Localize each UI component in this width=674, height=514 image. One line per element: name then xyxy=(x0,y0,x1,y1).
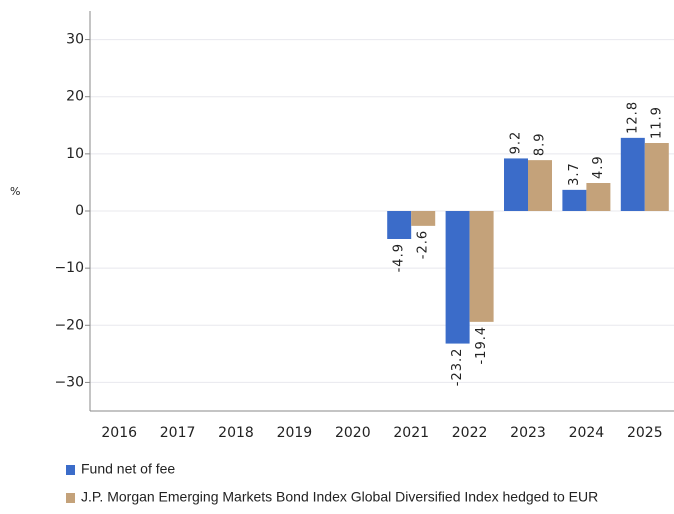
x-tick-label: 2016 xyxy=(101,425,137,441)
value-label: 4.9 xyxy=(591,155,606,179)
bar xyxy=(411,211,436,226)
y-axis-label: % xyxy=(10,185,20,198)
y-tick-label: −10 xyxy=(54,260,84,276)
legend-label: Fund net of fee xyxy=(81,461,175,477)
bar xyxy=(586,183,611,211)
legend-swatch xyxy=(66,465,75,475)
bar xyxy=(528,160,552,211)
bar xyxy=(469,211,494,322)
x-tick-label: 2022 xyxy=(452,425,488,441)
bar xyxy=(445,211,470,344)
legend-label: J.P. Morgan Emerging Markets Bond Index … xyxy=(81,489,598,505)
value-label: -23.2 xyxy=(450,348,465,387)
x-tick-label: 2024 xyxy=(569,425,605,441)
bar xyxy=(620,137,645,211)
bar xyxy=(387,211,412,239)
value-label: -4.9 xyxy=(392,243,407,272)
bar xyxy=(504,158,528,211)
value-label: 12.8 xyxy=(625,101,640,134)
x-tick-label: 2025 xyxy=(627,425,663,441)
x-tick-label: 2019 xyxy=(277,425,313,441)
value-label: 3.7 xyxy=(567,162,582,186)
y-tick-label: 20 xyxy=(66,89,84,105)
y-tick-label: 30 xyxy=(66,32,84,48)
y-tick-label: −30 xyxy=(54,374,84,390)
bar xyxy=(644,143,669,211)
x-tick-label: 2021 xyxy=(393,425,429,441)
x-tick-label: 2018 xyxy=(218,425,254,441)
x-tick-label: 2023 xyxy=(510,425,546,441)
value-label: 8.9 xyxy=(533,132,548,156)
value-label: -19.4 xyxy=(474,326,489,365)
y-tick-label: 0 xyxy=(75,203,84,219)
x-tick-label: 2017 xyxy=(160,425,196,441)
bar xyxy=(562,189,587,211)
legend-swatch xyxy=(66,493,75,503)
y-tick-label: −20 xyxy=(54,317,84,333)
x-tick-label: 2020 xyxy=(335,425,371,441)
y-tick-label: 10 xyxy=(66,146,84,162)
value-label: -2.6 xyxy=(416,230,431,259)
value-label: 9.2 xyxy=(509,131,524,155)
value-label: 11.9 xyxy=(649,106,664,139)
